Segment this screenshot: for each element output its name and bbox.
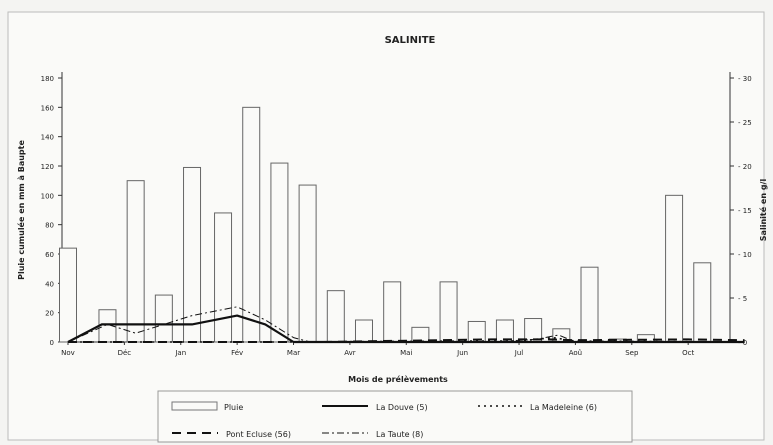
x-tick-label: Nov	[61, 349, 75, 357]
bar-pluie	[60, 248, 77, 342]
x-tick-label: Avr	[344, 349, 356, 357]
x-tick-label: Jan	[174, 349, 186, 357]
legend-label-la-taute: La Taute (8)	[376, 430, 423, 439]
bar-pluie	[694, 263, 711, 342]
y-right-tick-label: - 25	[738, 119, 752, 127]
bar-pluie	[581, 267, 598, 342]
y-right-tick-label: - 10	[738, 251, 752, 259]
y-left-tick-label: 40	[45, 280, 54, 288]
x-tick-label: Mai	[400, 349, 412, 357]
x-tick-label: Fév	[231, 349, 243, 357]
y-left-tick-label: 180	[41, 75, 54, 83]
bar-pluie	[384, 282, 401, 342]
y-right-tick-label: - 20	[738, 163, 752, 171]
y-right-tick-label: - 5	[738, 295, 747, 303]
bar-pluie	[215, 213, 232, 342]
y-right-tick-label: - 15	[738, 207, 752, 215]
bar-pluie	[243, 107, 260, 342]
x-tick-label: Sep	[625, 349, 639, 357]
bar-pluie	[440, 282, 457, 342]
x-tick-label: Déc	[118, 349, 132, 357]
y-axis-left-label: Pluie cumulée en mm à Baupte	[16, 140, 26, 280]
x-tick-label: Mar	[287, 349, 300, 357]
y-left-tick-label: 140	[41, 134, 54, 142]
legend-label-la-douve: La Douve (5)	[376, 403, 428, 412]
bar-pluie	[127, 181, 144, 342]
legend-label-la-madeleine: La Madeleine (6)	[530, 403, 597, 412]
y-left-tick-label: 100	[41, 192, 54, 200]
bar-pluie	[327, 291, 344, 342]
y-axis-right-label: Salinité en g/l	[758, 179, 768, 242]
y-left-tick-label: 80	[45, 222, 54, 230]
y-left-tick-label: 120	[41, 163, 54, 171]
bar-pluie	[299, 185, 316, 342]
bar-pluie	[271, 163, 288, 342]
bar-pluie	[155, 295, 172, 342]
legend-label-pont-ecluse: Pont Ecluse (56)	[226, 430, 291, 439]
x-tick-label: Aoû	[569, 349, 582, 357]
bar-pluie	[666, 195, 683, 342]
y-left-tick-label: 60	[45, 251, 54, 259]
y-left-tick-label: 160	[41, 104, 54, 112]
x-axis-label: Mois de prélèvements	[348, 374, 448, 384]
y-left-tick-label: 20	[45, 310, 54, 318]
legend: Pluie La Douve (5) La Madeleine (6) Pont…	[158, 391, 632, 442]
chart-title: SALINITE	[385, 35, 436, 46]
bar-pluie	[355, 320, 372, 342]
y-right-tick-label: - 30	[738, 75, 752, 83]
x-tick-label: Jun	[456, 349, 468, 357]
x-tick-label: Jul	[514, 349, 524, 357]
legend-label-pluie: Pluie	[224, 403, 243, 412]
x-tick-label: Oct	[682, 349, 694, 357]
y-left-tick-label: 0	[50, 339, 54, 347]
